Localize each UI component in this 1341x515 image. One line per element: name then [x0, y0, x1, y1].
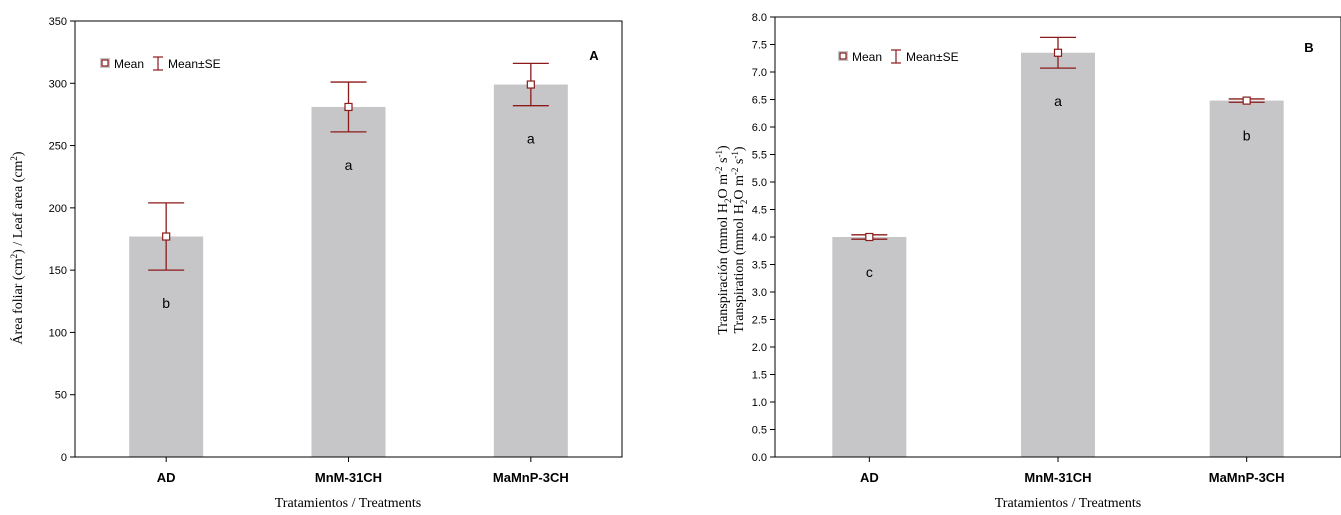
y-tick-label: 3.5: [752, 260, 767, 272]
mean-marker: [344, 102, 353, 112]
bar: [493, 84, 568, 457]
plot-area: 0.0 0.5 1.0 1.5 2.0 2.5 3.0 3.5 4.0 4.5 5.0 5.5 6.0 6…: [752, 12, 1341, 485]
y-axis-label-text: Área foliar (cm2) / Leaf area (cm2): [9, 151, 26, 345]
mean-marker: [162, 232, 171, 241]
mean-marker: [1053, 48, 1063, 57]
chart-panel-a: Área foliar (cm2) / Leaf area (cm2) 0 50 1…: [9, 16, 623, 511]
y-tick-label: 5.5: [752, 150, 767, 162]
y-tick-label: 250: [49, 141, 67, 153]
significance-letter: c: [866, 264, 873, 280]
mean-marker: [526, 80, 535, 89]
y-tick-label: 5.0: [752, 177, 767, 189]
y-tick-label: 4.0: [752, 232, 767, 244]
chart-panel-b: Transpiración (mmol H2O m-2 s-1) Transpi…: [714, 12, 1341, 511]
x-tick-label: AD: [860, 470, 879, 485]
y-tick-label: 300: [49, 78, 67, 90]
significance-letter: a: [1054, 93, 1062, 109]
plot-area: 0 50 100 150 200 250 300 350 b AD a MnM-31CH a MaMnP-…: [49, 16, 623, 485]
y-tick-label: 0: [61, 452, 67, 464]
y-tick-label: 1.0: [752, 397, 767, 409]
x-axis-label: Tratamientos / Treatments: [995, 496, 1142, 511]
significance-letter: b: [1243, 127, 1251, 143]
significance-letter: a: [345, 157, 353, 173]
legend-se-marker: [891, 49, 901, 64]
bar: [1021, 52, 1095, 457]
bar: [832, 237, 907, 457]
legend: Mean Mean±SE: [100, 56, 221, 71]
x-axis-label: Tratamientos / Treatments: [275, 496, 422, 511]
y-tick-label: 3.0: [752, 287, 767, 299]
legend-mean-label: Mean: [852, 50, 882, 64]
significance-letter: a: [527, 131, 535, 147]
bar: [1209, 100, 1284, 457]
y-tick-label: 0.0: [752, 452, 767, 464]
plot-frame: [74, 20, 623, 458]
y-tick-label: 7.5: [752, 40, 767, 52]
y-tick-label: 7.0: [752, 67, 767, 79]
y-tick-label: 6.5: [752, 95, 767, 107]
mean-marker: [865, 232, 874, 242]
y-tick-label: 100: [49, 327, 67, 339]
legend-mean-marker: [101, 59, 109, 67]
panel-label: A: [589, 48, 599, 63]
y-tick-label: 150: [49, 265, 67, 277]
y-tick-label: 0.5: [752, 425, 767, 437]
legend-se-label: Mean±SE: [168, 57, 221, 71]
x-tick-label: AD: [157, 470, 176, 485]
panel-label: B: [1304, 40, 1313, 55]
legend: Mean Mean±SE: [838, 49, 959, 64]
y-tick-label: 1.5: [752, 370, 767, 382]
mean-marker: [1242, 96, 1251, 105]
y-tick-label: 4.5: [752, 205, 767, 217]
legend-se-marker: [153, 56, 163, 71]
y-tick-label: 2.0: [752, 342, 767, 354]
y-axis-label: Área foliar (cm2) / Leaf area (cm2): [9, 151, 26, 345]
y-tick-label: 6.0: [752, 122, 767, 134]
y-tick-label: 200: [49, 203, 67, 215]
y-axis-label-line1: Transpiración (mmol H2O m-2 s-1): [714, 145, 733, 335]
x-tick-label: MnM-31CH: [1024, 470, 1091, 485]
y-tick-label: 2.5: [752, 315, 767, 327]
x-tick-label: MaMnP-3CH: [1209, 470, 1285, 485]
bar: [311, 106, 386, 457]
legend-mean-label: Mean: [114, 57, 144, 71]
y-axis-label: Transpiración (mmol H2O m-2 s-1) Transpi…: [714, 145, 749, 335]
y-tick-label: 8.0: [752, 12, 767, 24]
legend-mean-marker: [839, 52, 847, 60]
x-tick-label: MaMnP-3CH: [493, 470, 569, 485]
bar: [129, 236, 204, 457]
y-tick-label: 350: [49, 16, 67, 28]
legend-se-label: Mean±SE: [906, 50, 959, 64]
plot-frame: [774, 16, 1341, 458]
x-tick-label: MnM-31CH: [315, 470, 382, 485]
y-axis-label-line2: Transpiration (mmol H2O m-2 s-1): [730, 146, 749, 333]
significance-letter: b: [162, 295, 170, 311]
y-tick-label: 50: [55, 390, 67, 402]
